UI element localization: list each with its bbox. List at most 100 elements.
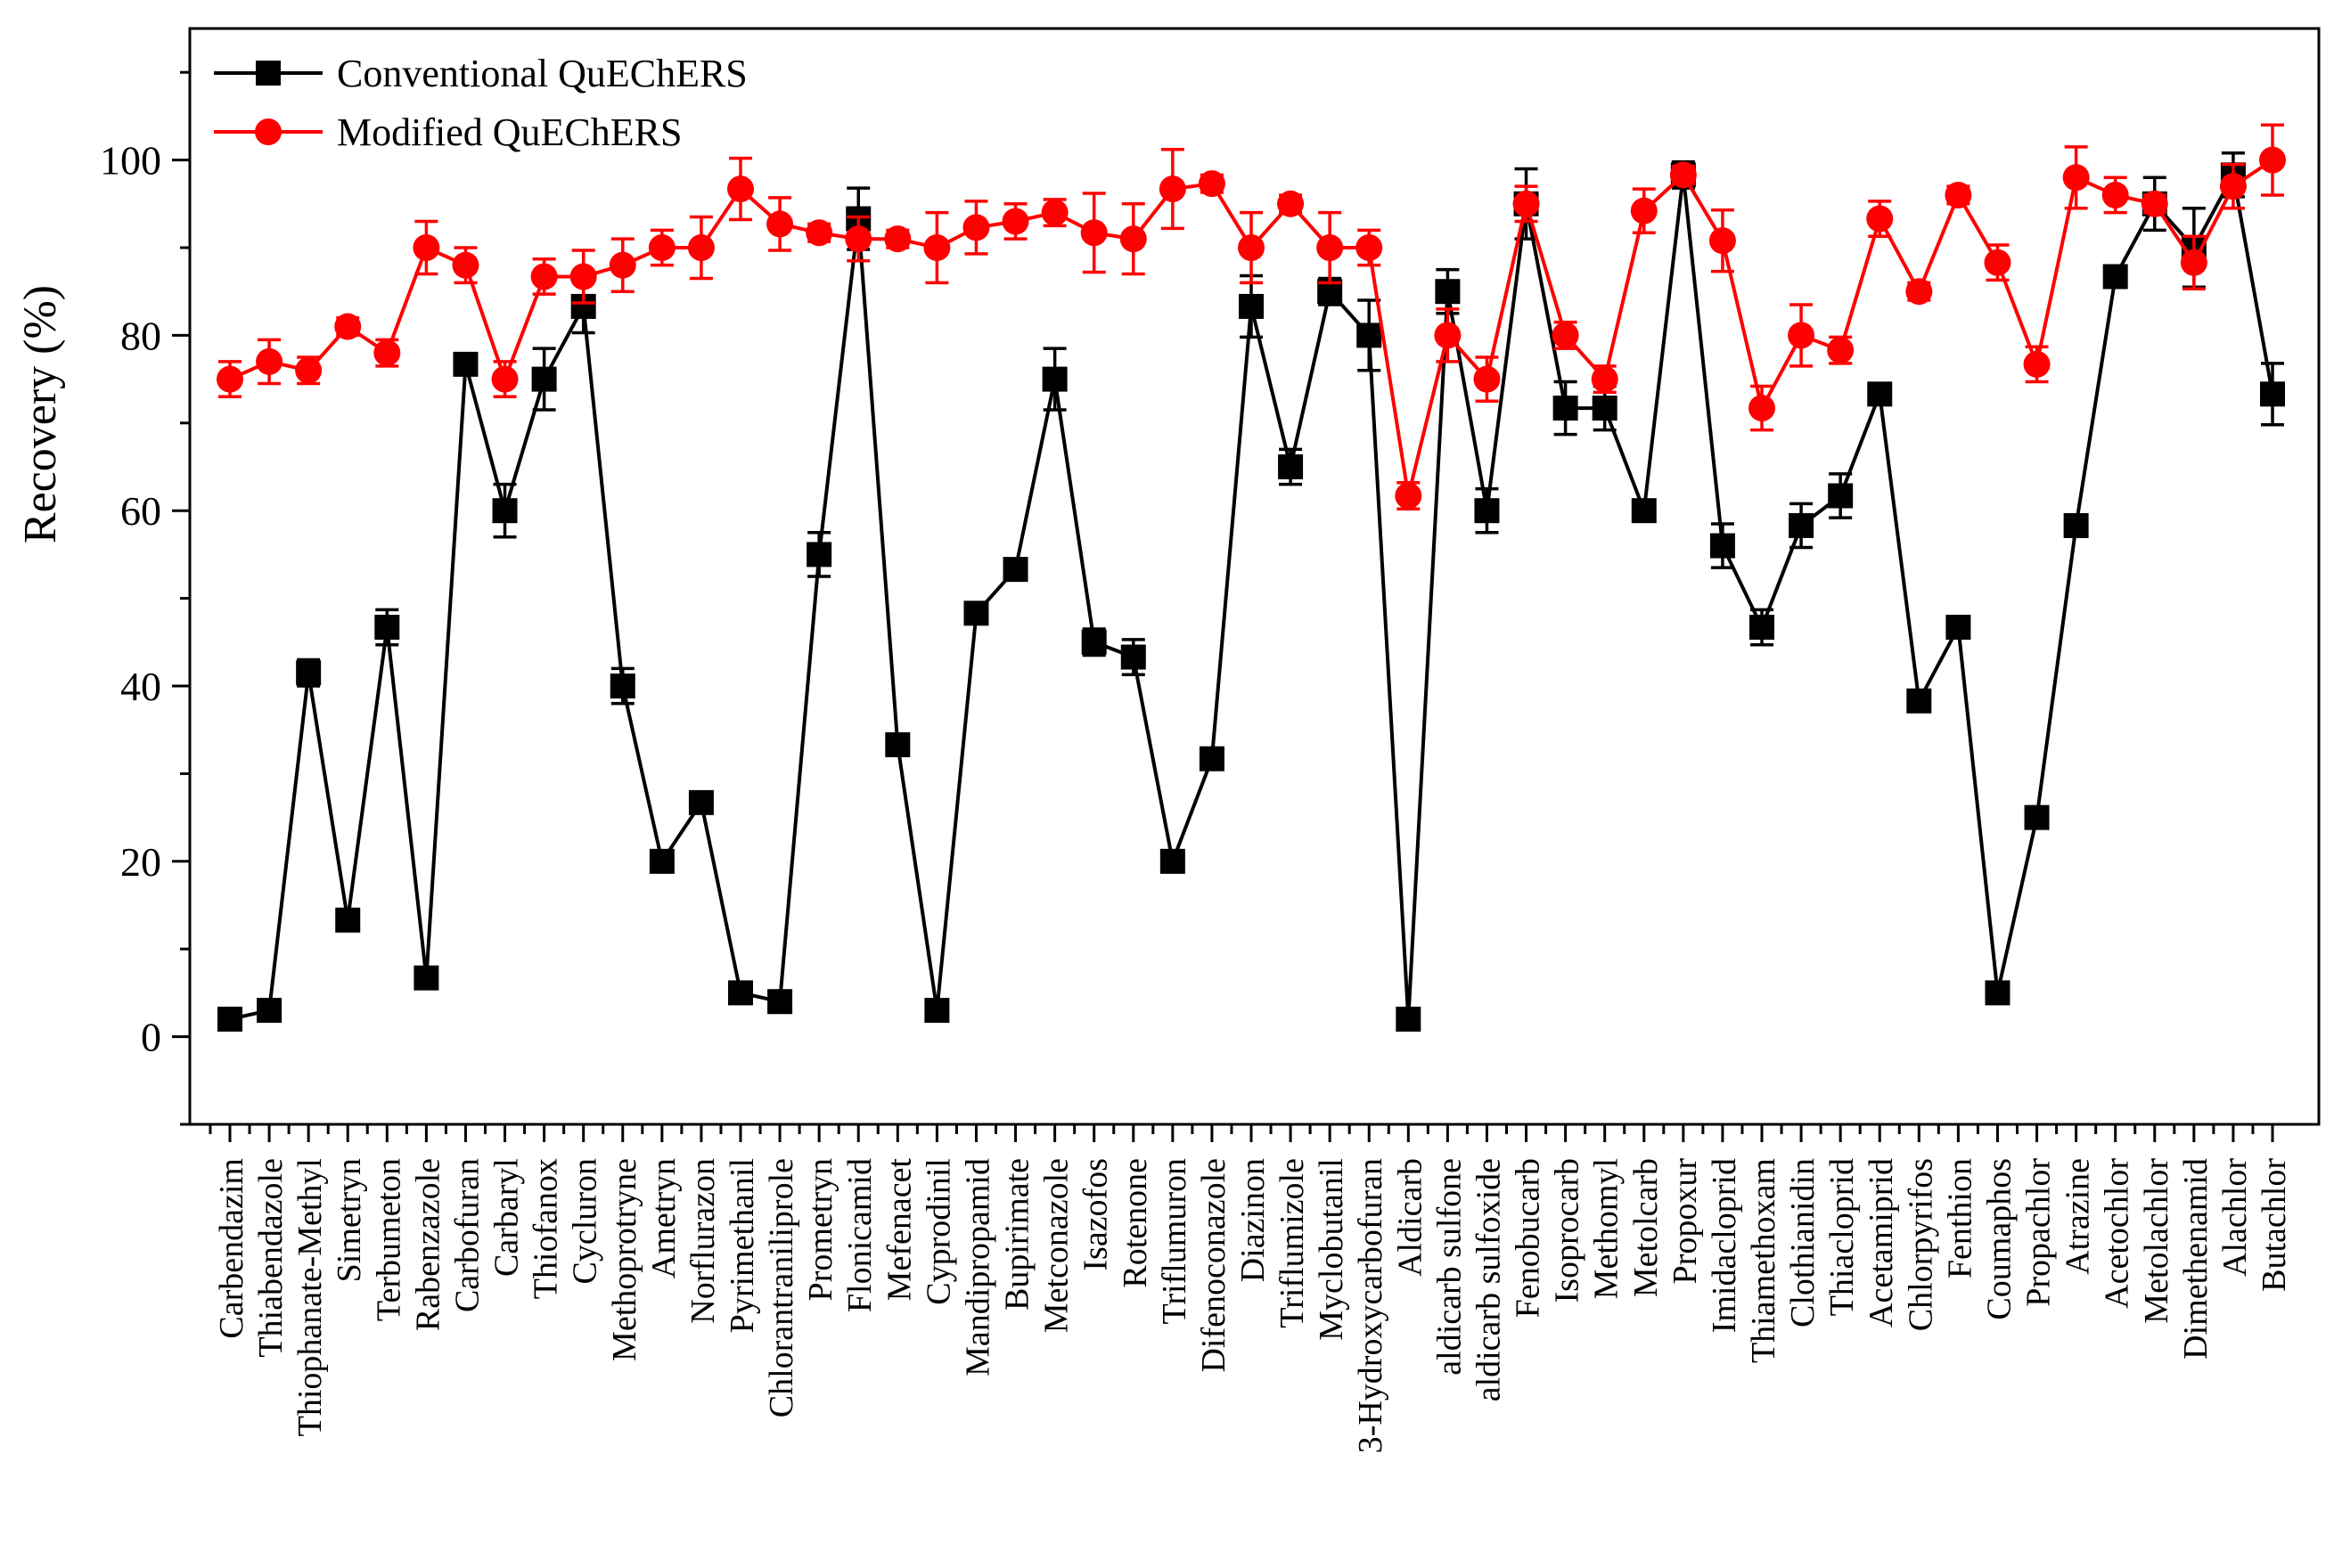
data-point [1198, 170, 1225, 198]
data-point [885, 731, 911, 757]
data-point [1435, 279, 1461, 305]
x-tick-label: Bupirimate [999, 1158, 1036, 1311]
x-tick-label: aldicarb sulfoxide [1470, 1158, 1507, 1401]
data-point [1238, 234, 1265, 261]
x-tick-label: Mefenacet [880, 1158, 918, 1302]
data-point [610, 674, 635, 698]
data-point [962, 214, 990, 241]
series-layer [217, 123, 2286, 1032]
x-tick-label: Carbaryl [488, 1158, 526, 1277]
y-axis: 0 20 40 60 80 100 [100, 70, 190, 1126]
data-point [1119, 225, 1147, 253]
data-point [1749, 615, 1774, 641]
x-tick-label: Coumaphos [1980, 1158, 2018, 1320]
data-point [2259, 146, 2286, 174]
data-point [1945, 181, 1972, 208]
data-point [1788, 322, 1815, 349]
legend-label: Modified QuEChERS [337, 110, 682, 154]
data-point [1120, 644, 1146, 670]
legend-marker [255, 118, 282, 145]
y-tick-label: 40 [120, 664, 161, 709]
legend-label: Conventional QuEChERS [337, 52, 748, 95]
data-point [1591, 365, 1618, 393]
x-tick-label: Isoprocarb [1549, 1158, 1586, 1303]
x-tick-label: Isazofos [1077, 1158, 1115, 1271]
data-point [1708, 227, 1736, 255]
data-point [1789, 512, 1814, 538]
x-tick-label: Propachlor [2020, 1158, 2058, 1307]
x-tick-label: Difenoconazole [1195, 1158, 1233, 1373]
data-point [491, 365, 519, 393]
data-point [1906, 688, 1932, 714]
data-point [2260, 381, 2285, 407]
data-point [257, 998, 283, 1024]
data-point [1278, 454, 1304, 479]
data-point [1396, 1006, 1421, 1032]
x-tick-label: Pyrimethanil [724, 1158, 761, 1333]
data-point [1239, 293, 1264, 319]
x-tick-label: Ametryn [645, 1158, 683, 1278]
data-point [688, 789, 714, 815]
data-point [1474, 498, 1500, 524]
data-point [1592, 396, 1617, 421]
data-point [334, 313, 362, 340]
data-point [807, 542, 832, 568]
data-point [1159, 176, 1186, 203]
series-conventional [217, 151, 2285, 1032]
data-point [806, 219, 833, 247]
y-axis-label: Recovery (%) [15, 285, 66, 543]
data-point [530, 263, 558, 290]
data-point [1669, 161, 1697, 189]
x-tick-label: Prometryn [802, 1158, 839, 1301]
data-point [1867, 381, 1893, 407]
x-tick-label: Myclobutanil [1313, 1158, 1350, 1341]
x-tick-label: Methoprotryne [606, 1158, 643, 1361]
data-point [1748, 395, 1775, 422]
x-tick-label: Acetamiprid [1863, 1158, 1900, 1327]
data-point [373, 339, 401, 367]
y-tick-label: 0 [141, 1015, 161, 1060]
x-tick-label: Carbendazim [213, 1158, 250, 1339]
data-point [1355, 234, 1383, 261]
data-point [1827, 337, 1855, 364]
x-tick-label: Chlorantraniliprole [763, 1158, 800, 1417]
data-point [217, 365, 243, 393]
data-point [256, 347, 283, 375]
data-point [728, 980, 753, 1006]
data-point [923, 234, 951, 261]
data-point [1945, 615, 1971, 641]
data-point [2063, 512, 2089, 538]
data-point [295, 356, 323, 384]
data-point [1630, 197, 1658, 225]
x-tick-label: Triflumizole [1273, 1158, 1311, 1328]
x-tick-label: Simetryn [331, 1158, 368, 1282]
y-tick-label: 100 [100, 138, 161, 184]
x-tick-label: Flonicamid [841, 1158, 879, 1312]
data-point [2023, 350, 2051, 378]
data-point [1395, 482, 1422, 510]
data-point [1984, 249, 2011, 276]
data-point [649, 848, 675, 874]
data-point [884, 225, 912, 253]
x-tick-label: Clothianidin [1784, 1158, 1822, 1327]
x-tick-label: Rabenzazole [409, 1158, 446, 1331]
x-tick-label: Propoxur [1667, 1158, 1704, 1285]
data-point [1159, 848, 1185, 874]
x-tick-label: Chlorpyrifos [1902, 1158, 1939, 1331]
data-point [1199, 746, 1224, 772]
data-point [963, 600, 989, 626]
data-point [2141, 190, 2168, 217]
x-tick-label: Thiophanate-Methyl [291, 1158, 329, 1436]
x-tick-label: Metconazole [1038, 1158, 1076, 1333]
x-tick-label: Fenobucarb [1510, 1158, 1547, 1318]
data-point [1985, 980, 2011, 1006]
data-point [1003, 557, 1028, 583]
x-tick-label: Atrazine [2060, 1158, 2097, 1275]
data-point [569, 263, 597, 290]
x-tick-label: Triflumuron [1156, 1158, 1193, 1325]
data-point [687, 234, 715, 261]
series-modified [217, 123, 2286, 510]
data-point [1002, 208, 1029, 235]
data-point [1080, 219, 1108, 247]
